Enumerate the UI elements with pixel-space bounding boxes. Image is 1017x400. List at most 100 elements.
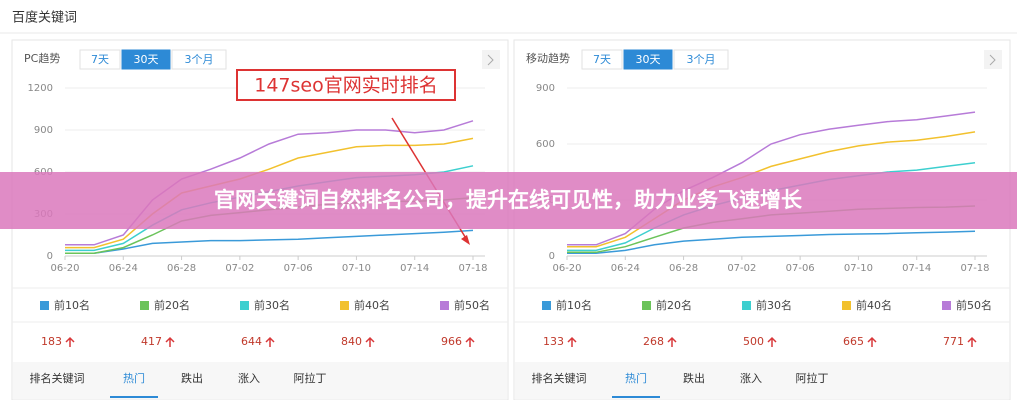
legend-swatch xyxy=(240,301,249,310)
range-tab-bg[interactable] xyxy=(79,49,121,70)
legend-swatch xyxy=(340,301,349,310)
legend-label: 前30名 xyxy=(254,298,290,312)
x-tick-label: 07-18 xyxy=(458,263,487,274)
x-tick-label: 07-14 xyxy=(400,263,429,274)
header-title: 百度关键词 xyxy=(12,10,77,26)
bottom-tabs-bg xyxy=(13,362,507,399)
range-tab[interactable]: 7天 xyxy=(593,53,611,66)
legend-label: 前10名 xyxy=(54,298,90,312)
series-line xyxy=(567,230,976,254)
legend-label: 前30名 xyxy=(756,298,792,312)
legend-swatch xyxy=(440,301,449,310)
x-tick-label: 07-14 xyxy=(902,263,931,274)
bottom-tab[interactable]: 跌出 xyxy=(181,371,203,385)
bottom-tab[interactable]: 跌出 xyxy=(683,371,705,385)
panel-title: 移动趋势 xyxy=(526,52,570,65)
range-tab-bg[interactable] xyxy=(121,49,171,70)
bottom-tab[interactable]: 涨入 xyxy=(238,372,260,385)
up-arrow xyxy=(165,336,175,347)
bottom-tab[interactable]: 涨入 xyxy=(740,372,762,385)
series-line xyxy=(65,229,474,254)
up-arrow xyxy=(365,336,375,347)
range-tab-bg[interactable] xyxy=(623,49,673,70)
legend-swatch xyxy=(742,301,751,310)
stat-value: 771 xyxy=(943,335,964,348)
up-arrow xyxy=(265,336,275,347)
bottom-tab[interactable]: 排名关键词 xyxy=(30,371,85,385)
up-arrow xyxy=(567,336,577,347)
x-tick-label: 06-24 xyxy=(109,263,138,274)
bottom-tab[interactable]: 热门 xyxy=(625,371,647,385)
bottom-tabs-bg xyxy=(515,362,1009,399)
bottom-tab[interactable]: 排名关键词 xyxy=(532,371,587,385)
stat-value: 183 xyxy=(41,335,62,348)
range-tab[interactable]: 3个月 xyxy=(185,53,214,66)
up-arrow xyxy=(65,336,75,347)
stat-value: 133 xyxy=(543,335,564,348)
legend-label: 前40名 xyxy=(856,298,892,312)
x-tick-label: 07-02 xyxy=(225,263,254,274)
stat-value: 840 xyxy=(341,335,362,348)
annotation-arrowhead xyxy=(461,235,470,245)
range-tab[interactable]: 30天 xyxy=(134,53,159,66)
up-arrow xyxy=(667,336,677,347)
legend-swatch xyxy=(942,301,951,310)
next-icon xyxy=(989,54,996,66)
legend-swatch xyxy=(140,301,149,310)
x-tick-label: 07-02 xyxy=(727,263,756,274)
y-tick-label: 900 xyxy=(34,125,53,136)
stat-value: 966 xyxy=(441,335,462,348)
legend-label: 前40名 xyxy=(354,298,390,312)
annotation-text: 147seo官网实时排名 xyxy=(254,75,437,97)
bottom-tab[interactable]: 阿拉丁 xyxy=(294,371,327,385)
panel-title: PC趋势 xyxy=(24,52,60,65)
up-arrow xyxy=(867,336,877,347)
stat-value: 268 xyxy=(643,335,664,348)
range-tab-bg[interactable] xyxy=(581,49,623,70)
y-tick-label: 0 xyxy=(549,251,555,262)
legend-label: 前10名 xyxy=(556,298,592,312)
next-icon xyxy=(487,54,494,66)
x-tick-label: 07-06 xyxy=(284,263,313,274)
banner xyxy=(0,172,1017,229)
stat-value: 665 xyxy=(843,335,864,348)
legend-swatch xyxy=(842,301,851,310)
banner-text: 官网关键词自然排名公司，提升在线可见性，助力业务飞速增长 xyxy=(214,188,803,212)
stat-value: 500 xyxy=(743,335,764,348)
up-arrow xyxy=(767,336,777,347)
legend-swatch xyxy=(642,301,651,310)
bottom-tab[interactable]: 阿拉丁 xyxy=(796,371,829,385)
range-tab[interactable]: 30天 xyxy=(636,53,661,66)
y-tick-label: 900 xyxy=(536,83,555,94)
x-tick-label: 06-20 xyxy=(552,263,581,274)
bottom-tab[interactable]: 热门 xyxy=(123,371,145,385)
series-line xyxy=(567,131,976,248)
range-tab-bg[interactable] xyxy=(171,49,227,70)
x-tick-label: 07-10 xyxy=(844,263,873,274)
up-arrow xyxy=(465,336,475,347)
legend-label: 前50名 xyxy=(454,298,490,312)
range-tab[interactable]: 3个月 xyxy=(687,53,716,66)
x-tick-label: 06-28 xyxy=(167,263,196,274)
legend-label: 前50名 xyxy=(956,298,992,312)
series-line xyxy=(65,137,474,249)
x-tick-label: 06-28 xyxy=(669,263,698,274)
y-tick-label: 0 xyxy=(47,251,53,262)
legend-label: 前20名 xyxy=(656,298,692,312)
next-button[interactable] xyxy=(984,50,1002,69)
y-tick-label: 600 xyxy=(536,139,555,150)
x-tick-label: 07-18 xyxy=(960,263,989,274)
next-button[interactable] xyxy=(482,50,500,69)
range-tab[interactable]: 7天 xyxy=(91,53,109,66)
x-tick-label: 07-06 xyxy=(786,263,815,274)
up-arrow xyxy=(967,336,977,347)
annotation-box xyxy=(236,69,456,101)
legend-swatch xyxy=(542,301,551,310)
stat-value: 644 xyxy=(241,335,262,348)
x-tick-label: 06-20 xyxy=(50,263,79,274)
x-tick-label: 06-24 xyxy=(611,263,640,274)
x-tick-label: 07-10 xyxy=(342,263,371,274)
range-tab-bg[interactable] xyxy=(673,49,729,70)
